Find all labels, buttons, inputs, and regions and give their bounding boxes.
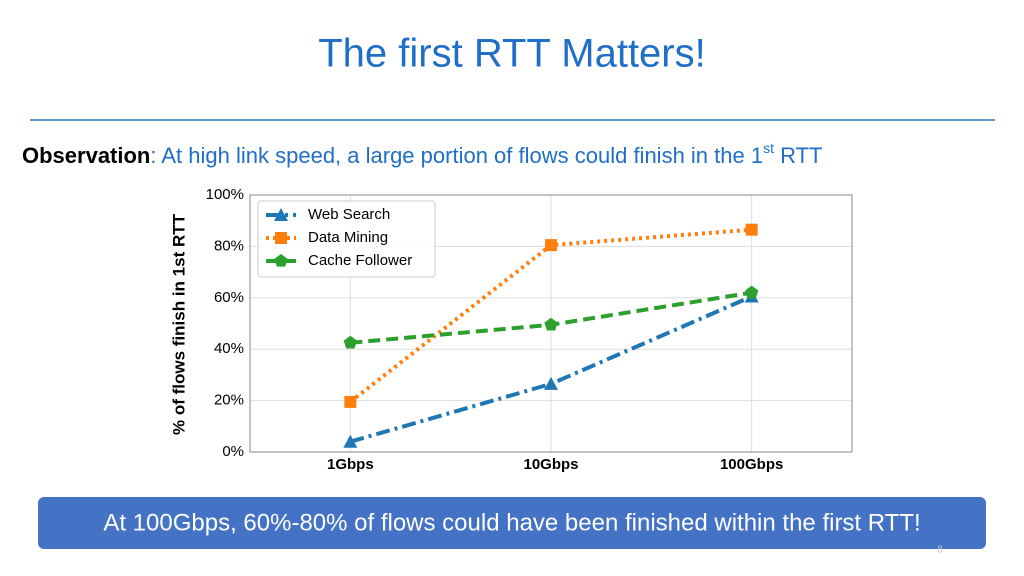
legend-label: Data Mining <box>308 229 388 246</box>
x-tick-label: 10Gbps <box>523 456 578 473</box>
marker <box>274 208 288 221</box>
y-tick-label: 0% <box>222 443 244 460</box>
legend-label: Web Search <box>308 206 390 223</box>
marker <box>275 232 287 244</box>
callout-text: At 100Gbps, 60%-80% of flows could have … <box>103 509 920 536</box>
page-number: 8 <box>937 545 943 556</box>
y-tick-label: 60% <box>214 289 244 306</box>
y-tick-label: 40% <box>214 340 244 357</box>
marker <box>274 254 288 267</box>
observation-tail: RTT <box>774 143 822 168</box>
plot-frame <box>249 194 853 453</box>
callout-box <box>38 497 986 549</box>
marker <box>544 317 558 331</box>
observation-sup: st <box>763 140 774 156</box>
x-tick-label: 1Gbps <box>327 456 374 473</box>
observation-label: Observation <box>22 143 150 168</box>
y-tick-label: 100% <box>206 186 244 203</box>
y-axis-label: % of flows finish in 1st RTT <box>169 213 188 435</box>
marker <box>745 223 758 236</box>
x-tick-label: 100Gbps <box>720 456 783 473</box>
marker <box>745 285 759 299</box>
marker <box>343 434 358 448</box>
marker <box>343 335 357 349</box>
y-tick-label: 80% <box>214 237 244 254</box>
chart: 0% 20% 40% 60% 80% 100% 1Gbps 10Gbps 100Gbps % of… <box>169 186 853 473</box>
marker <box>344 395 357 408</box>
y-tick-label: 20% <box>214 392 244 409</box>
observation-text: : At high link speed, a large portion of… <box>150 143 763 168</box>
slide-title: The first RTT Matters! <box>318 32 705 76</box>
legend-label: Cache Follower <box>308 252 412 269</box>
marker <box>544 376 558 390</box>
legend-box <box>257 200 436 278</box>
marker <box>545 239 557 252</box>
observation: Observation: At high link speed, a large… <box>22 140 822 168</box>
